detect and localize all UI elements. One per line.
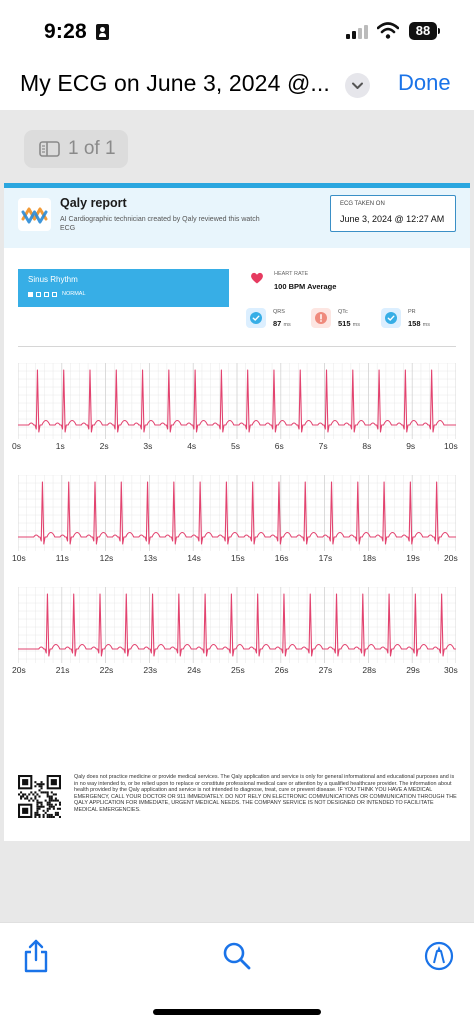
metric-value: 515 ms	[338, 319, 360, 328]
time-tick-label: 24s	[187, 665, 201, 675]
battery-tip	[438, 28, 440, 34]
time-tick-label: 21s	[55, 665, 70, 675]
check-icon	[246, 308, 266, 328]
ecg-waveform	[18, 593, 456, 657]
status-bar: 9:28 88	[0, 0, 474, 60]
metric-name: QTc	[338, 309, 348, 315]
metric-value: 158 ms	[408, 319, 430, 328]
time-tick-label: 19s	[406, 553, 420, 563]
search-icon[interactable]	[222, 941, 252, 971]
person-icon	[96, 24, 109, 40]
ecg-taken-box: ECG TAKEN ON June 3, 2024 @ 12:27 AM	[330, 195, 456, 232]
ecg-taken-label: ECG TAKEN ON	[340, 201, 385, 207]
document-viewer[interactable]: 1 of 1 Qaly report AI Cardiographic tech…	[0, 110, 474, 922]
heart-icon	[251, 272, 263, 284]
time-tick-label: 14s	[187, 553, 201, 563]
time-tick-label: 20s	[12, 665, 26, 675]
time-tick-label: 5s	[231, 441, 240, 451]
time-tick-label: 1s	[55, 441, 65, 451]
report-title: Qaly report	[60, 196, 127, 210]
time-tick-label: 28s	[362, 665, 377, 675]
chevron-down-icon	[352, 82, 363, 89]
report-page: Qaly report AI Cardiographic technician …	[4, 183, 470, 841]
time-tick-label: 17s	[318, 553, 333, 563]
ecg-waveform	[18, 481, 456, 545]
time-tick-label: 13s	[143, 553, 158, 563]
document-title[interactable]: My ECG on June 3, 2024 @...	[20, 70, 330, 96]
disclaimer-text: Qaly does not practice medicine or provi…	[74, 774, 457, 813]
time-tick-label: 16s	[274, 553, 289, 563]
rhythm-box: Sinus Rhythm NORMAL	[18, 269, 229, 307]
battery-indicator: 88	[409, 22, 437, 40]
home-indicator	[153, 1009, 321, 1015]
check-icon	[381, 308, 401, 328]
time-tick-label: 15s	[231, 553, 245, 563]
qaly-logo	[18, 198, 51, 231]
metric-name: QRS	[273, 309, 285, 315]
time-tick-label: 8s	[362, 441, 372, 451]
rhythm-label: NORMAL	[62, 291, 86, 297]
bottom-toolbar	[0, 922, 474, 1025]
time-tick-label: 6s	[274, 441, 284, 451]
ecg-strip-1	[18, 363, 456, 439]
ecg-trace-2	[18, 475, 456, 551]
ecg-strip-3	[18, 587, 456, 663]
share-icon[interactable]	[22, 939, 50, 973]
ecg-trace-1	[18, 363, 456, 439]
markup-icon[interactable]	[424, 941, 454, 971]
ecg-waveform	[18, 369, 456, 433]
time-tick-label: 12s	[99, 553, 114, 563]
time-tick-label: 2s	[99, 441, 109, 451]
report-subtitle: AI Cardiographic technician created by Q…	[60, 216, 260, 232]
sidebar-icon	[39, 141, 60, 157]
done-button[interactable]: Done	[398, 70, 451, 95]
rhythm-title: Sinus Rhythm	[28, 275, 78, 284]
ecg-trace-3	[18, 587, 456, 663]
ecg-taken-value: June 3, 2024 @ 12:27 AM	[340, 214, 445, 224]
time-tick-label: 10s	[444, 441, 458, 451]
alert-icon	[311, 308, 331, 328]
time-tick-label: 3s	[143, 441, 153, 451]
rhythm-scale	[28, 292, 60, 298]
time-tick-label: 23s	[143, 665, 158, 675]
time-tick-label: 0s	[12, 441, 21, 451]
metric-name: PR	[408, 309, 416, 315]
page-indicator-label: 1 of 1	[68, 138, 116, 159]
wifi-icon	[377, 22, 399, 39]
page-top-rule	[4, 183, 470, 188]
time-tick-label: 9s	[406, 441, 416, 451]
heart-rate-label: HEART RATE	[274, 271, 309, 277]
time-tick-label: 18s	[362, 553, 377, 563]
time-tick-label: 25s	[231, 665, 245, 675]
title-menu-button[interactable]	[345, 73, 370, 98]
signal-icon	[346, 24, 370, 39]
time-tick-label: 22s	[99, 665, 114, 675]
time-tick-label: 30s	[444, 665, 458, 675]
time-tick-label: 4s	[187, 441, 197, 451]
report-header: Qaly report AI Cardiographic technician …	[4, 188, 470, 248]
time-tick-label: 11s	[55, 553, 69, 563]
metric-value: 87 ms	[273, 319, 291, 328]
time-tick-label: 26s	[274, 665, 289, 675]
page-indicator-button[interactable]: 1 of 1	[24, 130, 128, 168]
time-tick-label: 7s	[318, 441, 328, 451]
status-time: 9:28	[44, 20, 87, 43]
time-tick-label: 10s	[12, 553, 26, 563]
time-tick-label: 20s	[444, 553, 458, 563]
ecg-strip-2	[18, 475, 456, 551]
nav-bar: My ECG on June 3, 2024 @... Done	[0, 60, 474, 110]
qr-code-icon	[18, 775, 61, 818]
time-tick-label: 27s	[318, 665, 333, 675]
time-tick-label: 29s	[406, 665, 420, 675]
section-divider	[18, 346, 456, 347]
heart-rate-value: 100 BPM Average	[274, 282, 337, 291]
